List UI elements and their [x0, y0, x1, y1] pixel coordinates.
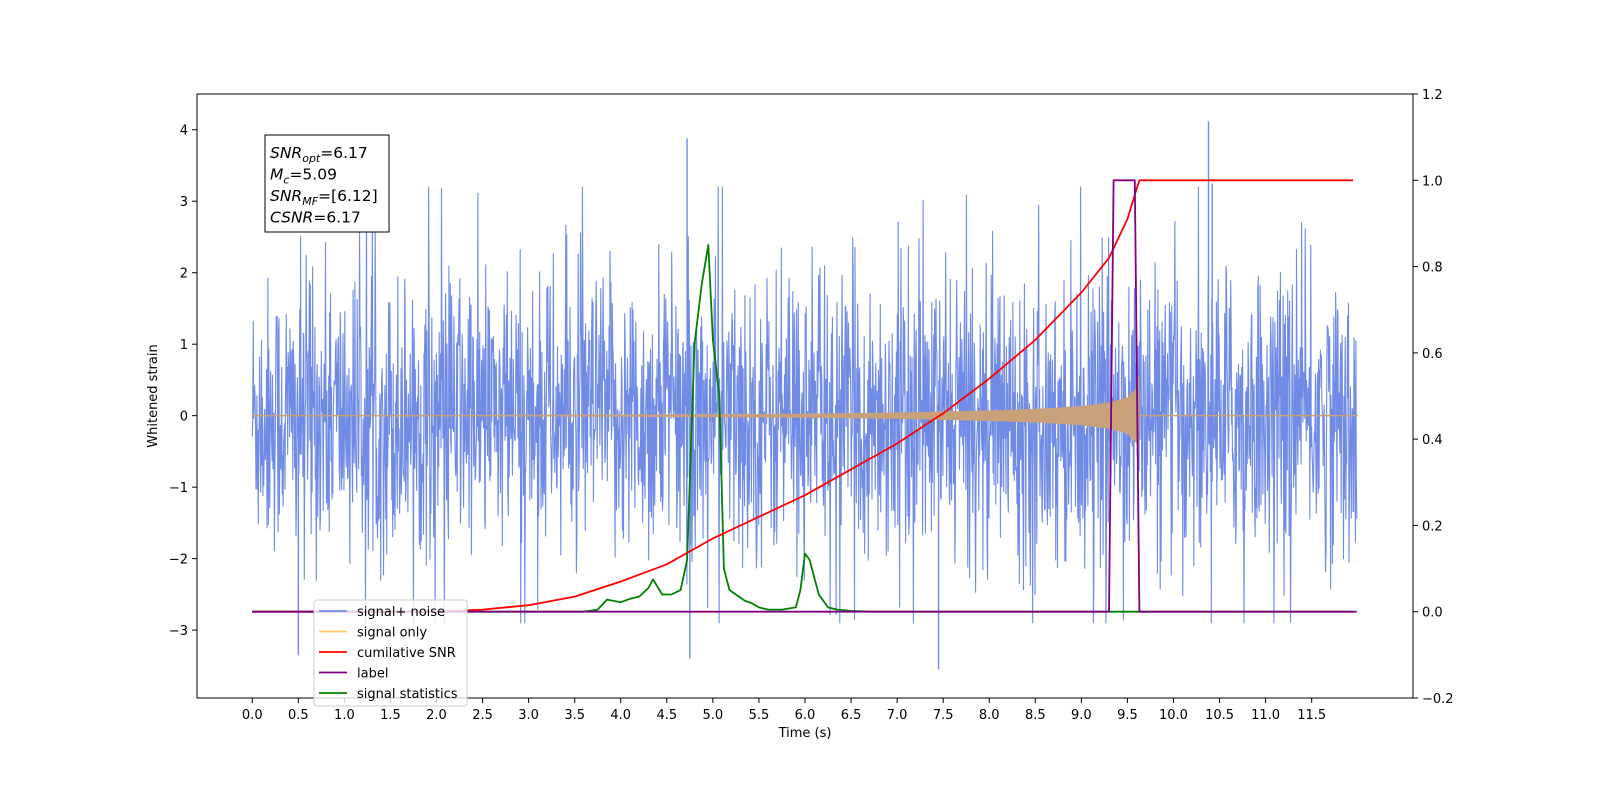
- x-tick-label: 7.5: [933, 708, 954, 723]
- x-tick-label: 10.5: [1205, 708, 1234, 723]
- x-tick-label: 1.5: [380, 708, 401, 723]
- x-tick-label: 3.5: [564, 708, 585, 723]
- y-left-tick-label: 4: [180, 124, 188, 139]
- y-right-tick-label: 1.0: [1422, 174, 1443, 189]
- annotation-frame: [264, 134, 390, 233]
- x-tick-label: 8.0: [979, 708, 1000, 723]
- x-tick-label: 0.5: [288, 708, 309, 723]
- signal-plus-noise-line: [251, 186, 1358, 624]
- annotation-line: CSNR=6.17: [270, 209, 361, 227]
- x-axis-ticks: 0.0 0.5 1.0 1.5 2.0 2.5 3.0 3.5 4.0 4.5 5.0 5.5 6.0 6…: [242, 698, 1326, 723]
- x-tick-label: 6.0: [795, 708, 816, 723]
- y-right-tick-label: −0.2: [1422, 692, 1454, 707]
- y-right-tick-label: 0.2: [1422, 519, 1443, 534]
- x-tick-label: 1.0: [334, 708, 355, 723]
- annotation-line: Mc=5.09: [270, 166, 337, 187]
- y-right-tick-label: 0.6: [1422, 347, 1443, 362]
- x-tick-label: 5.5: [749, 708, 770, 723]
- legend-label: signal statistics: [357, 687, 458, 702]
- x-tick-label: 8.5: [1025, 708, 1046, 723]
- y-left-tick-label: 2: [180, 267, 188, 282]
- legend-label: signal+ noise: [357, 605, 445, 620]
- x-tick-label: 9.5: [1117, 708, 1138, 723]
- y-left-axis-ticks: −3 −2 −1 0 1 2 3 4: [169, 124, 197, 639]
- x-tick-label: 7.0: [887, 708, 908, 723]
- x-tick-label: 11.0: [1251, 708, 1280, 723]
- series-cumilative-snr: [252, 179, 1354, 613]
- series-signal-plus-noise: [251, 121, 1358, 670]
- x-axis-label: Time (s): [778, 726, 832, 741]
- legend-frame: [313, 599, 468, 707]
- series-label: [252, 179, 1357, 613]
- y-right-tick-label: 0.4: [1422, 433, 1443, 448]
- legend-label: label: [357, 667, 388, 682]
- x-tick-label: 5.0: [703, 708, 724, 723]
- legend-label: cumilative SNR: [357, 646, 456, 661]
- legend-label: signal only: [357, 626, 427, 641]
- x-tick-label: 10.0: [1159, 708, 1188, 723]
- x-tick-label: 2.0: [426, 708, 447, 723]
- y-right-tick-label: 1.2: [1422, 88, 1443, 103]
- annotation-line: SNRopt=6.17: [270, 144, 368, 165]
- y-left-tick-label: −1: [169, 481, 188, 496]
- x-tick-label: 2.5: [472, 708, 493, 723]
- y-left-tick-label: 3: [180, 195, 188, 210]
- x-tick-label: 4.0: [610, 708, 631, 723]
- y-left-tick-label: −3: [169, 624, 188, 639]
- series-signal-only: [252, 376, 1358, 456]
- y-right-tick-label: 0.0: [1422, 606, 1443, 621]
- legend: signal+ noise signal only cumilative SNR la…: [313, 599, 468, 707]
- x-tick-label: 4.5: [656, 708, 677, 723]
- x-tick-label: 9.0: [1071, 708, 1092, 723]
- y-axis-label: Whitened strain: [146, 344, 161, 447]
- series-signal-statistics: [252, 244, 1354, 613]
- y-left-tick-label: 1: [180, 338, 188, 353]
- y-right-axis-ticks: −0.2 0.0 0.2 0.4 0.6 0.8 1.0 1.2: [1413, 88, 1454, 707]
- y-right-tick-label: 0.8: [1422, 261, 1443, 276]
- annotation-line: SNRMF=[6.12]: [270, 187, 378, 208]
- y-left-tick-label: 0: [180, 410, 188, 425]
- x-tick-label: 11.5: [1297, 708, 1326, 723]
- x-tick-label: 0.0: [242, 708, 263, 723]
- x-tick-label: 3.0: [518, 708, 539, 723]
- right-axis-series: [252, 179, 1357, 613]
- x-tick-label: 6.5: [841, 708, 862, 723]
- y-left-tick-label: −2: [169, 553, 188, 568]
